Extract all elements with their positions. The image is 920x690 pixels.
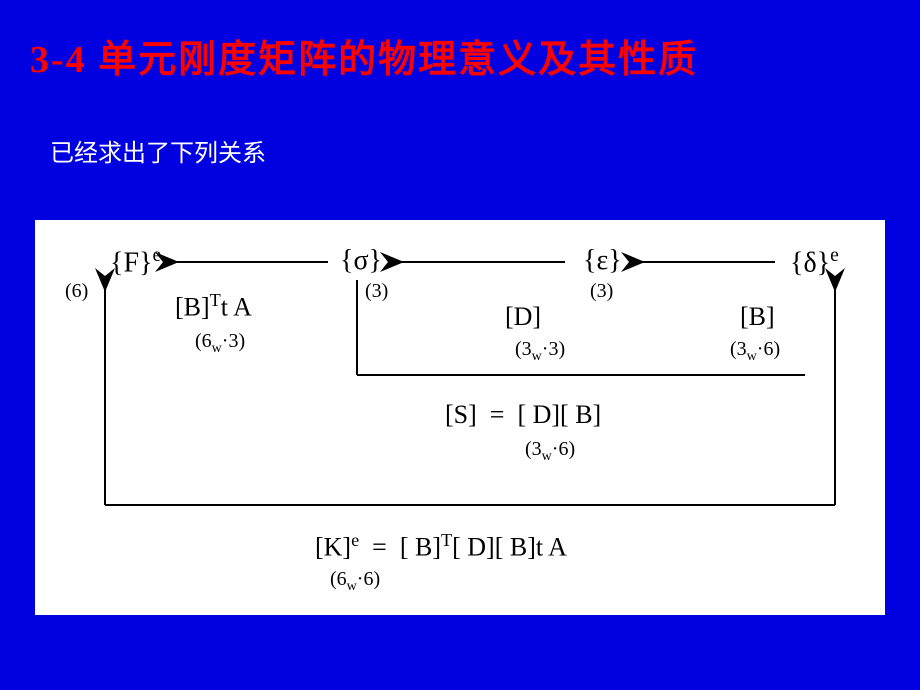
- relation-diagram: {F}e (6) {σ} (3) {ε} (3) {δ}e [B]Tt A (6…: [35, 220, 885, 615]
- arrows-svg: [35, 220, 885, 615]
- slide-subtitle: 已经求出了下列关系: [0, 83, 920, 168]
- slide-title: 3-4 单元刚度矩阵的物理意义及其性质: [0, 0, 920, 83]
